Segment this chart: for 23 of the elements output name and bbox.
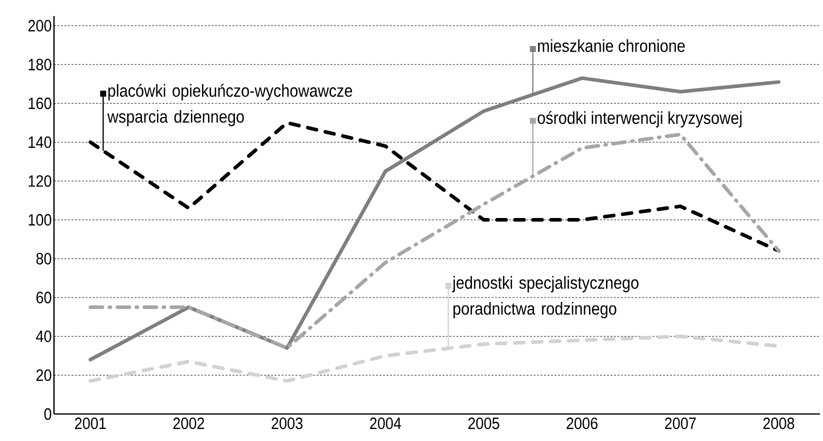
legend-label: placówki opiekuńczo-wychowawcze wsparcia dziennego — [107, 84, 352, 126]
y-tick-label: 40 — [36, 330, 52, 342]
x-tick-label: 2001 — [75, 418, 106, 430]
legend-label: ośrodki interwencji kryzysowej — [538, 111, 742, 128]
x-tick-label: 2003 — [272, 418, 302, 430]
y-tick-label: 200 — [28, 20, 52, 32]
x-tick-label: 2007 — [665, 418, 696, 430]
legend-label: mieszkanie chronione — [538, 39, 685, 52]
x-tick-label: 2004 — [370, 418, 402, 430]
y-tick-label: 80 — [36, 252, 52, 264]
y-tick-label: 140 — [28, 136, 52, 148]
y-tick-label: 100 — [28, 214, 52, 226]
y-tick-label: 0 — [44, 408, 52, 420]
legend-label: jednostki specjalistycznego poradnictwa rodzinnego — [452, 276, 638, 318]
y-tick-label: 180 — [28, 58, 52, 70]
x-tick-label: 2006 — [566, 418, 598, 430]
y-tick-label: 20 — [36, 369, 52, 381]
x-tick-label: 2002 — [173, 418, 204, 430]
x-tick-label: 2008 — [763, 418, 794, 430]
y-tick-label: 120 — [28, 175, 52, 187]
x-tick-label: 2005 — [468, 418, 500, 430]
y-tick-label: 60 — [36, 292, 52, 304]
y-tick-label: 160 — [28, 98, 52, 110]
